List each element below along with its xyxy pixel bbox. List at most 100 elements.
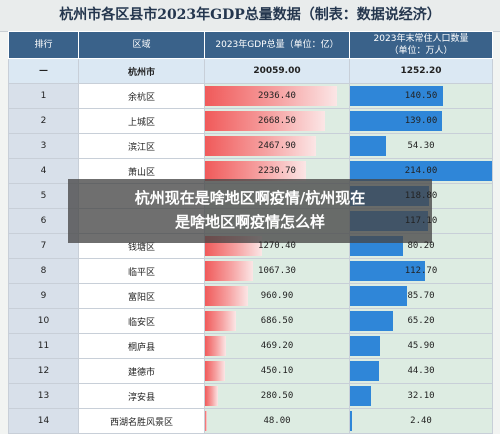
population-cell: 44.30 [349,358,493,384]
chart-title: 杭州市各区县市2023年GDP总量数据（制表：数据说经济） [0,0,500,32]
population-cell: 139.00 [349,108,493,134]
gdp-cell: 1067.30 [204,258,350,284]
table-row: 8 临平区 1067.30 112.70 [8,258,493,284]
total-region: 杭州市 [78,58,205,84]
header-population-line1: 2023年末常住人口数量 [373,34,469,44]
population-bar [350,261,425,281]
overlay-line1: 杭州现在是啥地区啊疫情/杭州现在 [134,189,366,207]
gdp-cell: 280.50 [204,383,350,409]
gdp-value: 450.10 [260,366,294,376]
gdp-value: 686.50 [260,316,294,326]
population-value: 45.90 [407,341,435,351]
gdp-value: 2936.40 [258,91,296,101]
table-row: 9 富阳区 960.90 85.70 [8,283,493,309]
population-value: 139.00 [404,116,438,126]
gdp-cell: 2936.40 [204,83,350,109]
rank-cell: 8 [8,258,79,284]
gdp-cell: 48.00 [204,408,350,434]
region-cell: 桐庐县 [78,333,205,359]
population-bar [350,111,443,131]
population-cell: 54.30 [349,133,493,159]
gdp-bar [205,336,227,356]
table-row: 12 建德市 450.10 44.30 [8,358,493,384]
gdp-cell: 450.10 [204,358,350,384]
gdp-cell: 469.20 [204,333,350,359]
region-cell: 建德市 [78,358,205,384]
gdp-value: 2230.70 [258,166,296,176]
population-value: 2.40 [410,416,432,426]
total-rank: — [8,58,79,84]
gdp-bar [205,161,306,181]
population-cell: 140.50 [349,83,493,109]
population-value: 44.30 [407,366,435,376]
population-value: 80.20 [407,241,435,251]
header-gdp: 2023年GDP总量（单位：亿） [204,31,350,59]
rank-cell: 7 [8,233,79,259]
population-value: 140.50 [404,91,438,101]
header-population: 2023年末常住人口数量 （单位：万人） [349,31,493,59]
gdp-bar [205,111,326,131]
population-value: 112.70 [404,266,438,276]
table-row: 14 西湖名胜风景区 48.00 2.40 [8,408,493,434]
population-value: 32.10 [407,391,435,401]
overlay-line2: 是啥地区啊疫情怎么样 [174,213,325,231]
table-row: 3 滨江区 2467.90 54.30 [8,133,493,159]
population-value: 54.30 [407,141,435,151]
gdp-value: 1270.40 [258,241,296,251]
gdp-bar [205,86,338,106]
header-region: 区域 [78,31,205,59]
rank-cell: 13 [8,383,79,409]
rank-cell: 14 [8,408,79,434]
gdp-value: 2467.90 [258,141,296,151]
rank-cell: 10 [8,308,79,334]
table-row: 13 淳安县 280.50 32.10 [8,383,493,409]
population-bar [350,311,394,331]
header-rank: 排行 [8,31,79,59]
population-bar [350,136,387,156]
gdp-bar [205,311,236,331]
watermark-overlay: 杭州现在是啥地区啊疫情/杭州现在 是啥地区啊疫情怎么样 [68,179,432,243]
rank-cell: 5 [8,183,79,209]
gdp-bar [205,286,249,306]
population-bar [350,86,444,106]
gdp-value: 48.00 [263,416,291,426]
rank-cell: 12 [8,358,79,384]
gdp-value: 960.90 [260,291,294,301]
gdp-bar [205,411,208,431]
population-cell: 65.20 [349,308,493,334]
population-cell: 32.10 [349,383,493,409]
gdp-bar [205,361,226,381]
gdp-value: 280.50 [260,391,294,401]
population-value: 65.20 [407,316,435,326]
gdp-cell: 686.50 [204,308,350,334]
population-cell: 2.40 [349,408,493,434]
rank-cell: 4 [8,158,79,184]
population-value: 118.80 [404,191,438,201]
header-population-line2: （单位：万人） [389,46,453,56]
rank-cell: 1 [8,83,79,109]
gdp-cell: 2467.90 [204,133,350,159]
gdp-table: 排行 区域 2023年GDP总量（单位：亿） 2023年末常住人口数量 （单位：… [8,31,493,434]
table-row: 11 桐庐县 469.20 45.90 [8,333,493,359]
population-bar [350,286,407,306]
rank-cell: 11 [8,333,79,359]
population-value: 117.10 [404,216,438,226]
gdp-value: 2668.50 [258,116,296,126]
population-cell: 85.70 [349,283,493,309]
gdp-cell: 960.90 [204,283,350,309]
population-value: 85.70 [407,291,435,301]
region-cell: 上城区 [78,108,205,134]
table-row: 10 临安区 686.50 65.20 [8,308,493,334]
region-cell: 临平区 [78,258,205,284]
population-bar [350,386,372,406]
region-cell: 临安区 [78,308,205,334]
population-bar [350,161,492,181]
gdp-value: 1067.30 [258,266,296,276]
rank-cell: 3 [8,133,79,159]
rank-cell: 2 [8,108,79,134]
gdp-bar [205,386,218,406]
gdp-bar [205,261,254,281]
population-bar [350,411,352,431]
total-gdp: 20059.00 [204,58,350,84]
population-bar [350,361,380,381]
